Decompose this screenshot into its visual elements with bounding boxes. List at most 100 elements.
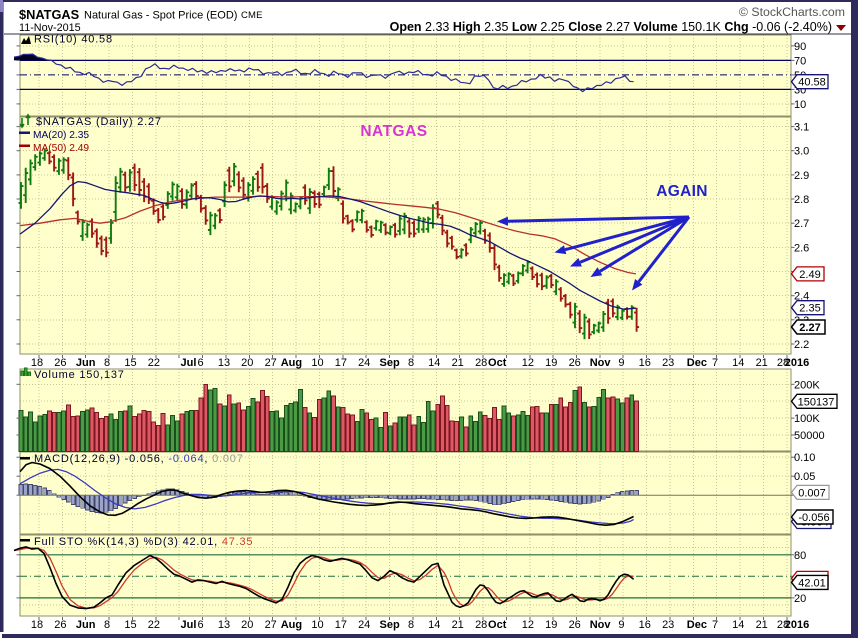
svg-text:10: 10: [311, 357, 323, 369]
svg-text:26: 26: [54, 619, 66, 631]
svg-text:Open 2.33 High 2.35 Low 2.25 C: Open 2.33 High 2.35 Low 2.25 Close 2.27 …: [390, 20, 832, 34]
svg-text:© StockCharts.com: © StockCharts.com: [739, 5, 845, 19]
svg-text:42.01: 42.01: [798, 577, 826, 589]
svg-text:Natural Gas - Spot Price (EOD): Natural Gas - Spot Price (EOD): [84, 10, 237, 22]
svg-text:28: 28: [475, 619, 487, 631]
svg-text:MA(50) 2.49: MA(50) 2.49: [33, 143, 89, 154]
svg-text:28: 28: [777, 357, 789, 369]
svg-text:$NATGAS: $NATGAS: [19, 7, 80, 22]
svg-text:7: 7: [712, 619, 718, 631]
svg-text:20: 20: [241, 357, 253, 369]
svg-text:MACD(12,26,9) -0.056, -0.064,: MACD(12,26,9) -0.056, -0.064, 0.007: [34, 453, 244, 465]
svg-text:16: 16: [639, 357, 651, 369]
svg-text:21: 21: [452, 357, 464, 369]
svg-text:Jun: Jun: [76, 357, 96, 369]
svg-text:23: 23: [662, 619, 674, 631]
svg-text:14: 14: [732, 357, 744, 369]
svg-text:Jul: Jul: [181, 619, 197, 631]
svg-text:2.6: 2.6: [794, 242, 809, 254]
svg-text:27: 27: [265, 619, 277, 631]
svg-text:14: 14: [428, 357, 440, 369]
svg-text:0.05: 0.05: [794, 471, 815, 483]
svg-text:12: 12: [522, 619, 534, 631]
svg-text:50000: 50000: [794, 430, 825, 442]
svg-text:28: 28: [777, 619, 789, 631]
svg-text:8: 8: [104, 619, 110, 631]
svg-text:14: 14: [428, 619, 440, 631]
svg-text:15: 15: [124, 619, 136, 631]
svg-text:27: 27: [265, 357, 277, 369]
svg-text:2.35: 2.35: [799, 303, 820, 315]
svg-text:Sep: Sep: [380, 619, 400, 631]
svg-text:8: 8: [408, 357, 414, 369]
svg-text:80: 80: [794, 550, 806, 562]
svg-text:8: 8: [104, 357, 110, 369]
svg-text:21: 21: [756, 619, 768, 631]
svg-text:Dec: Dec: [687, 619, 707, 631]
svg-text:9: 9: [618, 619, 624, 631]
svg-text:RSI(10) 40.58: RSI(10) 40.58: [34, 34, 113, 46]
svg-text:70: 70: [794, 55, 806, 67]
svg-text:6: 6: [198, 619, 204, 631]
svg-text:Volume 150,137: Volume 150,137: [34, 369, 125, 381]
svg-text:2.7: 2.7: [794, 218, 809, 230]
svg-text:18: 18: [31, 619, 43, 631]
svg-text:14: 14: [732, 619, 744, 631]
svg-text:-0.056: -0.056: [798, 512, 829, 524]
svg-text:13: 13: [218, 357, 230, 369]
svg-text:CME: CME: [241, 10, 263, 21]
svg-text:0.007: 0.007: [798, 487, 826, 499]
svg-text:8: 8: [408, 619, 414, 631]
svg-text:Dec: Dec: [687, 357, 707, 369]
svg-text:19: 19: [545, 619, 557, 631]
svg-text:24: 24: [358, 619, 370, 631]
svg-text:Jun: Jun: [76, 619, 96, 631]
svg-text:12: 12: [522, 357, 534, 369]
svg-text:6: 6: [198, 357, 204, 369]
svg-text:2016: 2016: [785, 357, 809, 369]
svg-text:11-Nov-2015: 11-Nov-2015: [19, 22, 81, 34]
svg-text:Jul: Jul: [181, 357, 197, 369]
svg-text:20: 20: [241, 619, 253, 631]
svg-text:2.9: 2.9: [794, 170, 809, 182]
svg-text:100K: 100K: [794, 413, 820, 425]
svg-text:19: 19: [545, 357, 557, 369]
svg-text:26: 26: [569, 357, 581, 369]
svg-text:13: 13: [218, 619, 230, 631]
svg-text:200K: 200K: [794, 379, 820, 391]
svg-text:26: 26: [569, 619, 581, 631]
svg-text:18: 18: [31, 357, 43, 369]
svg-text:22: 22: [148, 357, 160, 369]
svg-text:15: 15: [124, 357, 136, 369]
svg-text:21: 21: [452, 619, 464, 631]
svg-text:21: 21: [756, 357, 768, 369]
svg-text:NATGAS: NATGAS: [360, 123, 427, 140]
svg-text:10: 10: [794, 99, 806, 111]
svg-text:10: 10: [311, 619, 323, 631]
svg-text:Aug: Aug: [281, 619, 302, 631]
svg-text:2.8: 2.8: [794, 194, 809, 206]
svg-text:150137: 150137: [798, 396, 835, 408]
svg-text:17: 17: [335, 357, 347, 369]
svg-text:Nov: Nov: [590, 357, 612, 369]
svg-text:Aug: Aug: [281, 357, 302, 369]
svg-text:9: 9: [618, 357, 624, 369]
svg-text:40.58: 40.58: [798, 77, 826, 89]
svg-text:AGAIN: AGAIN: [656, 183, 707, 200]
svg-text:24: 24: [358, 357, 370, 369]
svg-text:Oct: Oct: [488, 619, 507, 631]
svg-text:2.49: 2.49: [799, 269, 820, 281]
svg-text:$NATGAS (Daily) 2.27: $NATGAS (Daily) 2.27: [36, 116, 162, 128]
svg-text:2.4: 2.4: [794, 291, 809, 303]
svg-text:Nov: Nov: [590, 619, 612, 631]
svg-text:16: 16: [639, 619, 651, 631]
svg-text:90: 90: [794, 41, 806, 53]
svg-text:3.1: 3.1: [794, 122, 809, 134]
svg-text:Full STO %K(14,3) %D(3) 42.01,: Full STO %K(14,3) %D(3) 42.01, 47.35: [34, 536, 253, 548]
svg-text:2016: 2016: [785, 619, 809, 631]
svg-text:20: 20: [794, 593, 806, 605]
svg-text:22: 22: [148, 619, 160, 631]
svg-text:2.2: 2.2: [794, 339, 809, 351]
svg-text:Sep: Sep: [380, 357, 400, 369]
svg-text:MA(20) 2.35: MA(20) 2.35: [33, 130, 89, 141]
